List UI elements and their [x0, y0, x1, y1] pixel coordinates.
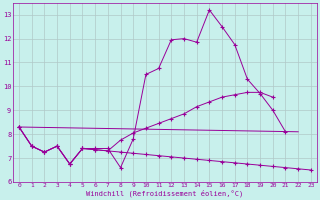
X-axis label: Windchill (Refroidissement éolien,°C): Windchill (Refroidissement éolien,°C)	[86, 190, 244, 197]
